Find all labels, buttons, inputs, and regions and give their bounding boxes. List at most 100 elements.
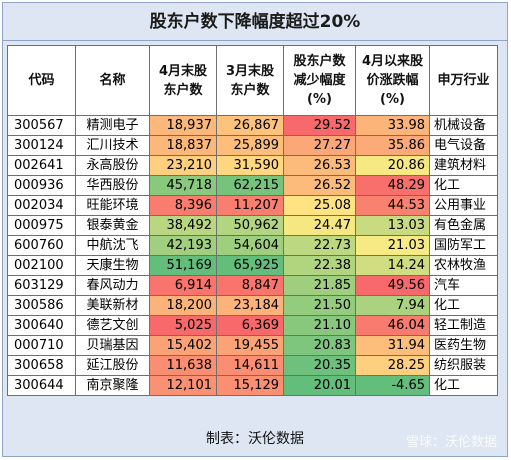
cell-industry: 国防军工 (429, 235, 498, 256)
header-change-line1: 4月以来股 (361, 54, 424, 69)
header-decrease: 股东户数 减少幅度 (%) (283, 45, 356, 116)
cell-change: 21.03 (355, 235, 430, 256)
cell-mar-holders: 8,847 (216, 275, 284, 296)
table-row: 300640 德艺文创 5,025 6,369 21.10 46.04 轻工制造 (7, 315, 498, 336)
cell-name: 精测电子 (75, 115, 150, 136)
data-table: 代码 名称 4月末股 东户数 3月末股 东户数 股东户数 减少幅度 (%) 4月… (7, 45, 498, 396)
cell-code: 002100 (7, 255, 76, 276)
header-decrease-line1: 股东户数 (293, 54, 346, 69)
cell-change: 13.03 (355, 215, 430, 236)
cell-decrease: 26.52 (283, 175, 356, 196)
header-change: 4月以来股 价涨跌幅 (%) (355, 45, 430, 116)
cell-industry: 医药生物 (429, 335, 498, 356)
cell-industry: 公用事业 (429, 195, 498, 216)
table-frame: 股东户数下降幅度超过20% 代码 名称 4月末股 东户数 3月末股 东户数 股东… (2, 2, 508, 457)
cell-decrease: 26.53 (283, 155, 356, 176)
cell-change: 35.86 (355, 135, 430, 156)
table-row: 300567 精测电子 18,937 26,867 29.52 33.98 机械设备 (7, 115, 498, 136)
table-row: 300644 南京聚隆 12,101 15,129 20.01 -4.65 化工 (7, 375, 498, 396)
cell-mar-holders: 19,455 (216, 335, 284, 356)
table-row: 000975 银泰黄金 38,492 50,962 24.47 13.03 有色金属 (7, 215, 498, 236)
cell-mar-holders: 54,604 (216, 235, 284, 256)
table-row: 300586 美联新材 18,200 23,184 21.50 7.94 化工 (7, 295, 498, 316)
table-row: 002034 旺能环境 8,396 11,207 25.08 44.53 公用事业 (7, 195, 498, 216)
cell-code: 300658 (7, 355, 76, 376)
table-row: 603129 春风动力 6,914 8,847 21.85 49.56 汽车 (7, 275, 498, 296)
cell-code: 300586 (7, 295, 76, 316)
cell-name: 中航沈飞 (75, 235, 150, 256)
cell-industry: 纺织服装 (429, 355, 498, 376)
cell-change: 33.98 (355, 115, 430, 136)
cell-change: -4.65 (355, 375, 430, 396)
cell-decrease: 20.83 (283, 335, 356, 356)
cell-apr-holders: 42,193 (149, 235, 217, 256)
cell-decrease: 21.50 (283, 295, 356, 316)
cell-change: 31.94 (355, 335, 430, 356)
table-row: 000936 华西股份 45,718 62,215 26.52 48.29 化工 (7, 175, 498, 196)
cell-name: 汇川技术 (75, 135, 150, 156)
cell-code: 300640 (7, 315, 76, 336)
cell-industry: 化工 (429, 375, 498, 396)
cell-apr-holders: 8,396 (149, 195, 217, 216)
cell-industry: 电气设备 (429, 135, 498, 156)
cell-industry: 汽车 (429, 275, 498, 296)
table-row: 002641 永高股份 23,210 31,590 26.53 20.86 建筑材料 (7, 155, 498, 176)
cell-name: 贝瑞基因 (75, 335, 150, 356)
cell-apr-holders: 18,837 (149, 135, 217, 156)
table-row: 600760 中航沈飞 42,193 54,604 22.73 21.03 国防军工 (7, 235, 498, 256)
table-row: 002100 天康生物 51,169 65,925 22.38 14.24 农林牧渔 (7, 255, 498, 276)
cell-code: 000936 (7, 175, 76, 196)
table-row: 300658 延江股份 11,638 14,611 20.35 28.25 纺织服装 (7, 355, 498, 376)
cell-code: 300124 (7, 135, 76, 156)
cell-industry: 建筑材料 (429, 155, 498, 176)
cell-apr-holders: 15,402 (149, 335, 217, 356)
cell-code: 002034 (7, 195, 76, 216)
cell-industry: 化工 (429, 295, 498, 316)
header-mar-holders-line1: 3月末股 (225, 63, 275, 79)
cell-code: 603129 (7, 275, 76, 296)
header-code: 代码 (7, 45, 76, 116)
cell-apr-holders: 5,025 (149, 315, 217, 336)
cell-change: 46.04 (355, 315, 430, 336)
cell-decrease: 25.08 (283, 195, 356, 216)
header-apr-holders: 4月末股 东户数 (149, 45, 217, 116)
cell-code: 000975 (7, 215, 76, 236)
cell-decrease: 20.01 (283, 375, 356, 396)
header-name: 名称 (75, 45, 150, 116)
cell-apr-holders: 12,101 (149, 375, 217, 396)
cell-name: 延江股份 (75, 355, 150, 376)
cell-industry: 农林牧渔 (429, 255, 498, 276)
cell-name: 德艺文创 (75, 315, 150, 336)
cell-change: 49.56 (355, 275, 430, 296)
cell-mar-holders: 6,369 (216, 315, 284, 336)
cell-code: 600760 (7, 235, 76, 256)
cell-decrease: 22.73 (283, 235, 356, 256)
header-decrease-line3: (%) (307, 92, 332, 107)
header-decrease-line2: 减少幅度 (293, 73, 346, 88)
cell-mar-holders: 65,925 (216, 255, 284, 276)
cell-name: 华西股份 (75, 175, 150, 196)
cell-apr-holders: 23,210 (149, 155, 217, 176)
cell-apr-holders: 18,937 (149, 115, 217, 136)
cell-name: 银泰黄金 (75, 215, 150, 236)
cell-industry: 轻工制造 (429, 315, 498, 336)
cell-apr-holders: 11,638 (149, 355, 217, 376)
cell-mar-holders: 31,590 (216, 155, 284, 176)
cell-mar-holders: 14,611 (216, 355, 284, 376)
header-change-line3: (%) (380, 92, 405, 107)
cell-apr-holders: 18,200 (149, 295, 217, 316)
cell-change: 28.25 (355, 355, 430, 376)
cell-decrease: 24.47 (283, 215, 356, 236)
header-mar-holders-line2: 东户数 (230, 82, 270, 98)
cell-apr-holders: 38,492 (149, 215, 217, 236)
header-apr-holders-line1: 4月末股 (158, 63, 208, 79)
cell-mar-holders: 23,184 (216, 295, 284, 316)
cell-change: 7.94 (355, 295, 430, 316)
cell-apr-holders: 45,718 (149, 175, 217, 196)
cell-code: 002641 (7, 155, 76, 176)
cell-code: 300567 (7, 115, 76, 136)
cell-apr-holders: 51,169 (149, 255, 217, 276)
cell-change: 14.24 (355, 255, 430, 276)
cell-name: 美联新材 (75, 295, 150, 316)
cell-mar-holders: 11,207 (216, 195, 284, 216)
